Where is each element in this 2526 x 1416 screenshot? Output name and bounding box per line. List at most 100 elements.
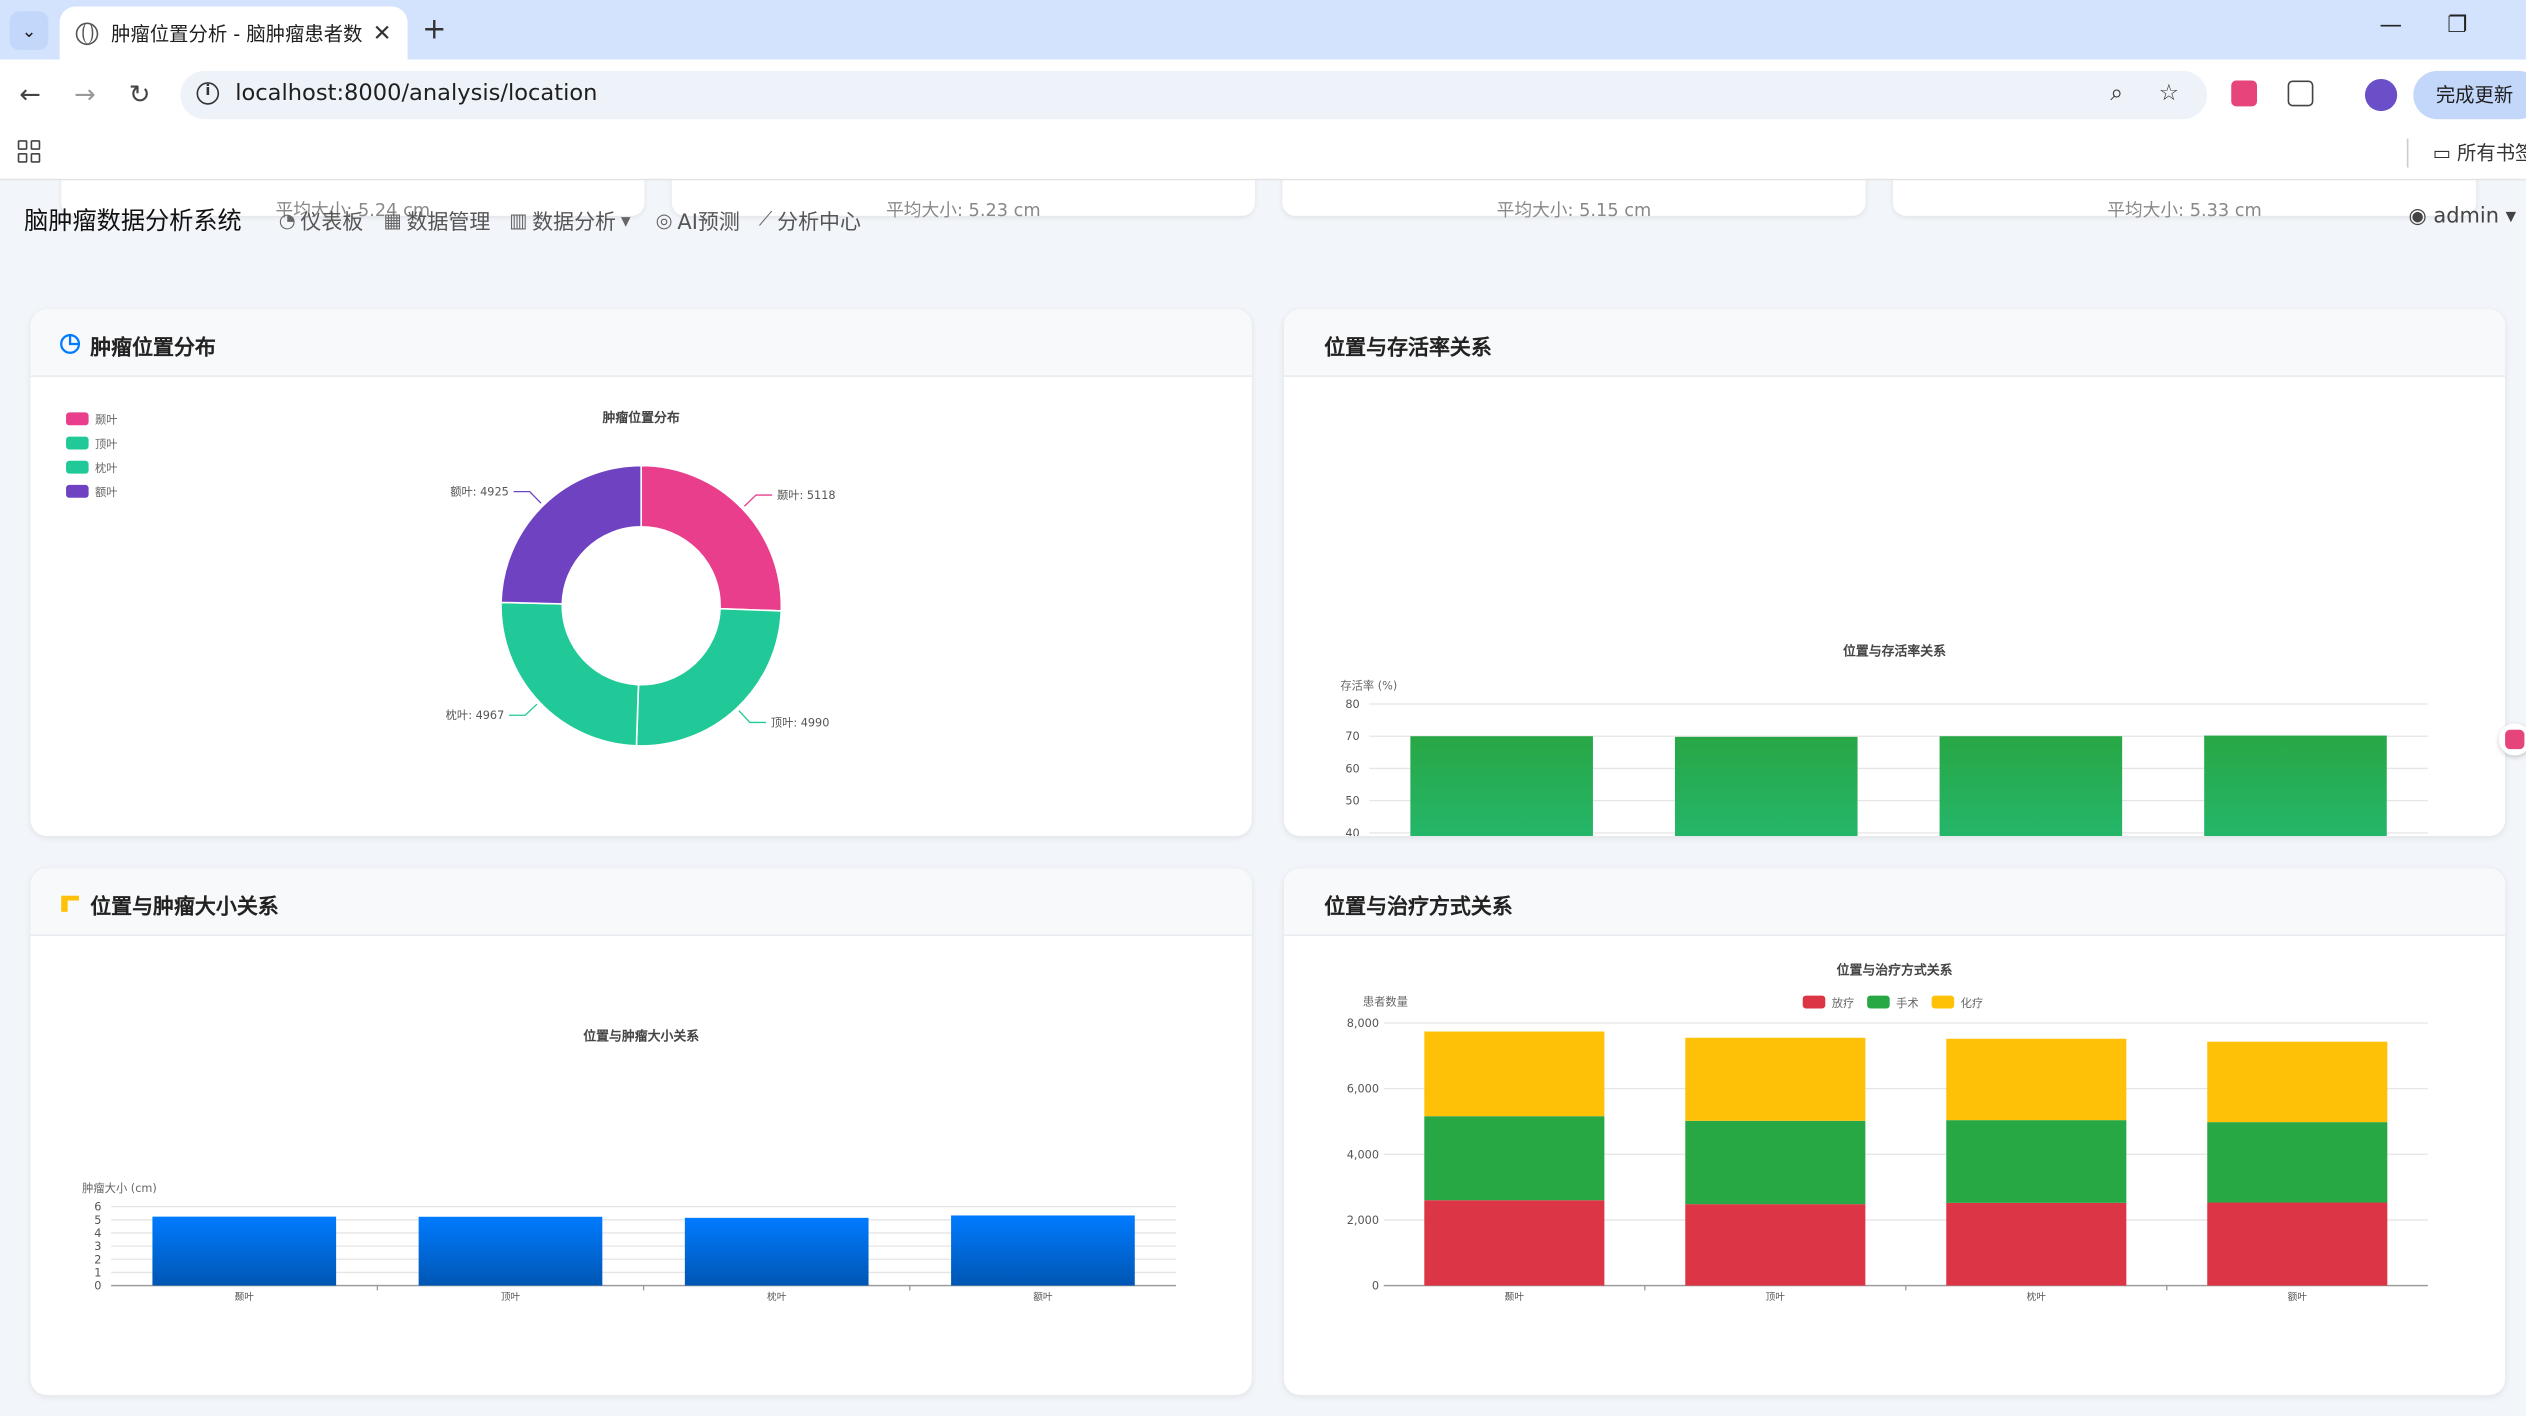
new-tab-plus-icon[interactable]: + xyxy=(422,12,447,47)
card-title: 位置与存活率关系 xyxy=(1324,336,1492,361)
reload-icon[interactable]: ↻ xyxy=(128,78,151,110)
legend-label: 化疗 xyxy=(1961,996,1984,1010)
stacked-bar-segment xyxy=(1424,1031,1605,1117)
back-arrow-icon[interactable]: ← xyxy=(19,78,41,110)
card-title: 位置与肿瘤大小关系 xyxy=(90,895,279,920)
caret-down-icon: ▾ xyxy=(620,208,631,232)
y-tick-label: 40 xyxy=(1345,827,1359,836)
stat-text: 平均大小: 5.24 cm xyxy=(275,199,431,221)
minimize-icon[interactable]: — xyxy=(2379,12,2403,39)
y-tick-label: 80 xyxy=(1345,698,1359,711)
browser-tab-active[interactable]: 肿瘤位置分析 - 脑肿瘤患者数据 ✕ xyxy=(59,6,408,60)
caret-down-icon: ▾ xyxy=(2505,204,2517,229)
y-tick-label: 50 xyxy=(1345,795,1359,808)
bookmark-star-icon[interactable]: ☆ xyxy=(2158,80,2179,107)
browser-tabbar xyxy=(0,0,2526,60)
chart-title: 位置与治疗方式关系 xyxy=(1837,963,1953,979)
legend-swatch xyxy=(66,412,89,426)
nav-label: AI预测 xyxy=(677,211,740,236)
y-tick-label: 6,000 xyxy=(1347,1083,1379,1096)
stacked-bar-segment xyxy=(2207,1041,2388,1123)
y-tick-label: 0 xyxy=(1372,1280,1379,1293)
bookmarks-bar xyxy=(0,130,2526,181)
card-header xyxy=(30,868,1252,936)
pie-chart-icon xyxy=(60,333,81,354)
pie-slice-label: 顶叶: 4990 xyxy=(771,716,830,729)
pie-slice xyxy=(635,607,783,747)
y-tick-label: 8,000 xyxy=(1347,1017,1379,1030)
pie-slice xyxy=(640,464,783,612)
robot-icon: ◎ xyxy=(655,208,673,232)
zoom-search-icon[interactable]: ⌕ xyxy=(2110,80,2124,107)
address-bar[interactable] xyxy=(180,70,2208,120)
y-tick-label: 3 xyxy=(94,1240,101,1253)
x-tick-label: 枕叶 xyxy=(2027,1291,2047,1303)
bar xyxy=(1410,736,1593,837)
pie-label-line xyxy=(738,710,766,724)
legend-swatch xyxy=(1867,995,1890,1009)
extensions-puzzle-icon[interactable] xyxy=(2287,80,2314,107)
chart-title: 位置与肿瘤大小关系 xyxy=(583,1029,699,1045)
pie-slice xyxy=(500,601,640,747)
x-tick-label: 额叶 xyxy=(2288,1291,2308,1303)
card-header xyxy=(1283,309,2506,377)
y-tick-label: 4,000 xyxy=(1347,1148,1379,1161)
x-tick-label: 顶叶 xyxy=(1766,1292,1786,1303)
stacked-bar-segment xyxy=(1424,1116,1605,1201)
y-axis-label: 存活率 (%) xyxy=(1340,679,1397,693)
bookmark-folder-all[interactable]: ▭ 所有书签 xyxy=(2432,141,2526,165)
forward-arrow-icon[interactable]: → xyxy=(74,78,96,110)
apps-grid-icon[interactable] xyxy=(17,140,41,163)
legend-label: 额叶 xyxy=(95,486,118,499)
floating-translate-icon[interactable] xyxy=(2498,723,2526,756)
stat-card: 平均大小: 5.23 cm xyxy=(671,180,1255,221)
nav-data-management[interactable]: ▦ 数据管理 xyxy=(383,205,490,236)
tab-search-chevron-icon[interactable]: ⌄ xyxy=(9,11,49,50)
y-tick-label: 60 xyxy=(1345,762,1359,775)
translate-extension-icon[interactable] xyxy=(2231,80,2258,107)
site-info-icon[interactable]: i xyxy=(196,82,220,105)
bar-chart-icon: ▥ xyxy=(509,208,528,232)
stacked-bar-segment xyxy=(1946,1202,2127,1286)
url-text[interactable]: localhost:8000/analysis/location xyxy=(235,80,598,107)
nav-ai-prediction[interactable]: ◎ AI预测 xyxy=(656,205,740,236)
stacked-bar-segment xyxy=(2207,1122,2388,1203)
y-tick-label: 1 xyxy=(94,1266,101,1279)
card-header xyxy=(1283,868,2506,936)
pie-label-line xyxy=(509,703,538,716)
tab-title: 肿瘤位置分析 - 脑肿瘤患者数据 xyxy=(111,22,363,46)
y-tick-label: 0 xyxy=(94,1280,101,1293)
legend-swatch xyxy=(1802,995,1826,1009)
nav-label: 数据分析 xyxy=(532,211,616,236)
chart-title: 肿瘤位置分布 xyxy=(603,410,680,426)
legend-swatch xyxy=(66,484,89,498)
x-tick-label: 额叶 xyxy=(1033,1291,1053,1303)
update-button[interactable]: 完成更新 xyxy=(2413,70,2526,120)
stacked-bar-segment xyxy=(1685,1120,1866,1205)
pie-slice-label: 额叶: 4925 xyxy=(450,486,509,499)
line-chart-icon: ⟋ xyxy=(758,207,773,231)
legend-swatch xyxy=(66,460,89,474)
card-title: 位置与治疗方式关系 xyxy=(1324,895,1513,920)
restore-icon[interactable]: ❐ xyxy=(2447,12,2468,39)
nav-data-analysis[interactable]: ▥ 数据分析 ▾ xyxy=(509,205,630,236)
profile-avatar[interactable] xyxy=(2364,78,2398,112)
nav-dashboard[interactable]: ◔ 仪表板 xyxy=(279,205,364,236)
card-title: 肿瘤位置分布 xyxy=(90,336,216,361)
card-header xyxy=(30,309,1252,377)
stat-text: 平均大小: 5.15 cm xyxy=(1496,199,1652,221)
globe-icon xyxy=(75,21,99,45)
user-menu[interactable]: ◉ admin ▾ xyxy=(2408,205,2516,229)
stacked-bar-segment xyxy=(1946,1038,2127,1121)
nav-analysis-center[interactable]: ⟋ 分析中心 xyxy=(758,205,861,235)
bar xyxy=(1674,736,1858,837)
card-location-treatment: 位置与治疗方式关系 位置与治疗方式关系 患者数量 放疗 手术 化疗 0 2,000 4,000… xyxy=(1283,868,2506,1396)
tab-close-icon[interactable]: ✕ xyxy=(372,20,392,46)
page-content: 平均大小: 5.24 cm 平均大小: 5.23 cm 平均大小: 5.15 c… xyxy=(0,180,2526,1416)
brand-title[interactable]: 脑肿瘤数据分析系统 xyxy=(24,206,242,236)
pie-slice xyxy=(500,464,642,605)
x-tick-label: 枕叶 xyxy=(767,1291,787,1303)
y-tick-label: 2,000 xyxy=(1347,1214,1379,1227)
